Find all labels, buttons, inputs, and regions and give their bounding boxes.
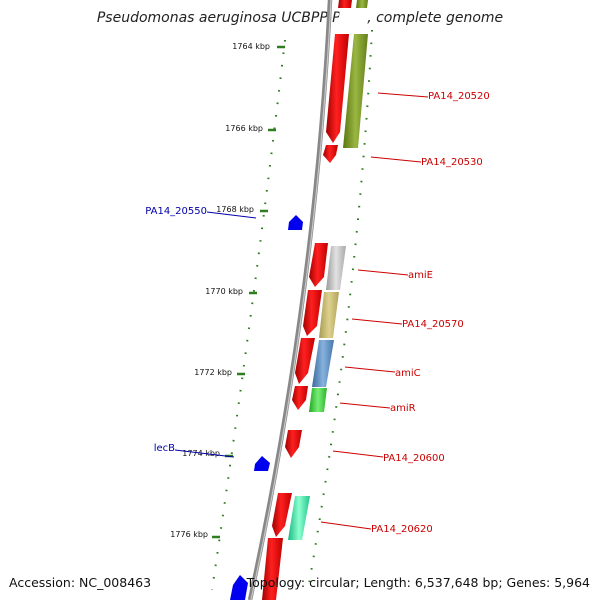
gene-arrow[interactable]: [309, 243, 328, 287]
tick-label: 1772 kbp: [194, 368, 232, 377]
gene-arrow[interactable]: [323, 145, 338, 163]
gene-label[interactable]: PA14_20570: [402, 319, 464, 330]
gene-label[interactable]: lecB: [154, 443, 175, 454]
gene-marker[interactable]: [230, 575, 248, 600]
gene-arrow[interactable]: [326, 34, 349, 143]
gene-arrow[interactable]: [285, 430, 302, 458]
cog-boxes[interactable]: [288, 0, 368, 540]
genome-backbone-highlight: [250, 0, 332, 600]
gene-label[interactable]: PA14_20620: [371, 524, 433, 535]
genes-forward[interactable]: [262, 0, 352, 600]
gene-box[interactable]: [319, 292, 339, 338]
leader-lines-right: [320, 92, 429, 530]
gene-arrow[interactable]: [262, 538, 283, 600]
gene-label[interactable]: PA14_20520: [428, 91, 490, 102]
tick-label: 1776 kbp: [170, 530, 208, 539]
gene-label[interactable]: amiC: [395, 368, 421, 379]
gap: [337, 8, 367, 34]
genes-reverse[interactable]: [230, 215, 303, 600]
gene-box[interactable]: [288, 496, 310, 540]
genome-backbone: [247, 0, 333, 600]
gene-marker[interactable]: [254, 456, 270, 471]
gene-label[interactable]: PA14_20550: [145, 206, 207, 217]
gene-arrow[interactable]: [338, 0, 352, 8]
leader-lines-left: [174, 211, 257, 458]
tick-label: 1768 kbp: [216, 205, 254, 214]
gene-label[interactable]: amiE: [408, 270, 433, 281]
gene-box[interactable]: [326, 246, 346, 290]
gene-box[interactable]: [356, 0, 368, 8]
gene-box[interactable]: [343, 34, 368, 148]
tick-label: 1766 kbp: [225, 124, 263, 133]
gene-arrow[interactable]: [272, 493, 292, 537]
gene-box[interactable]: [312, 340, 334, 387]
gene-arrow[interactable]: [303, 290, 322, 336]
tick-label: 1770 kbp: [205, 287, 243, 296]
gene-arrow[interactable]: [292, 386, 308, 410]
tick-label: 1764 kbp: [232, 42, 270, 51]
gene-marker[interactable]: [288, 215, 303, 230]
gene-label[interactable]: amiR: [390, 403, 416, 414]
ruler-inner-dotted: [211, 39, 286, 591]
map-title: Pseudomonas aeruginosa UCBPP-PA14, compl…: [96, 10, 504, 26]
gene-arrow[interactable]: [295, 338, 315, 384]
gene-box[interactable]: [309, 388, 327, 412]
gene-label[interactable]: PA14_20530: [421, 157, 483, 168]
genome-summary: Topology: circular; Length: 6,537,648 bp…: [246, 575, 590, 590]
gene-label[interactable]: PA14_20600: [383, 453, 445, 464]
accession-label: Accession: NC_008463: [9, 575, 152, 590]
